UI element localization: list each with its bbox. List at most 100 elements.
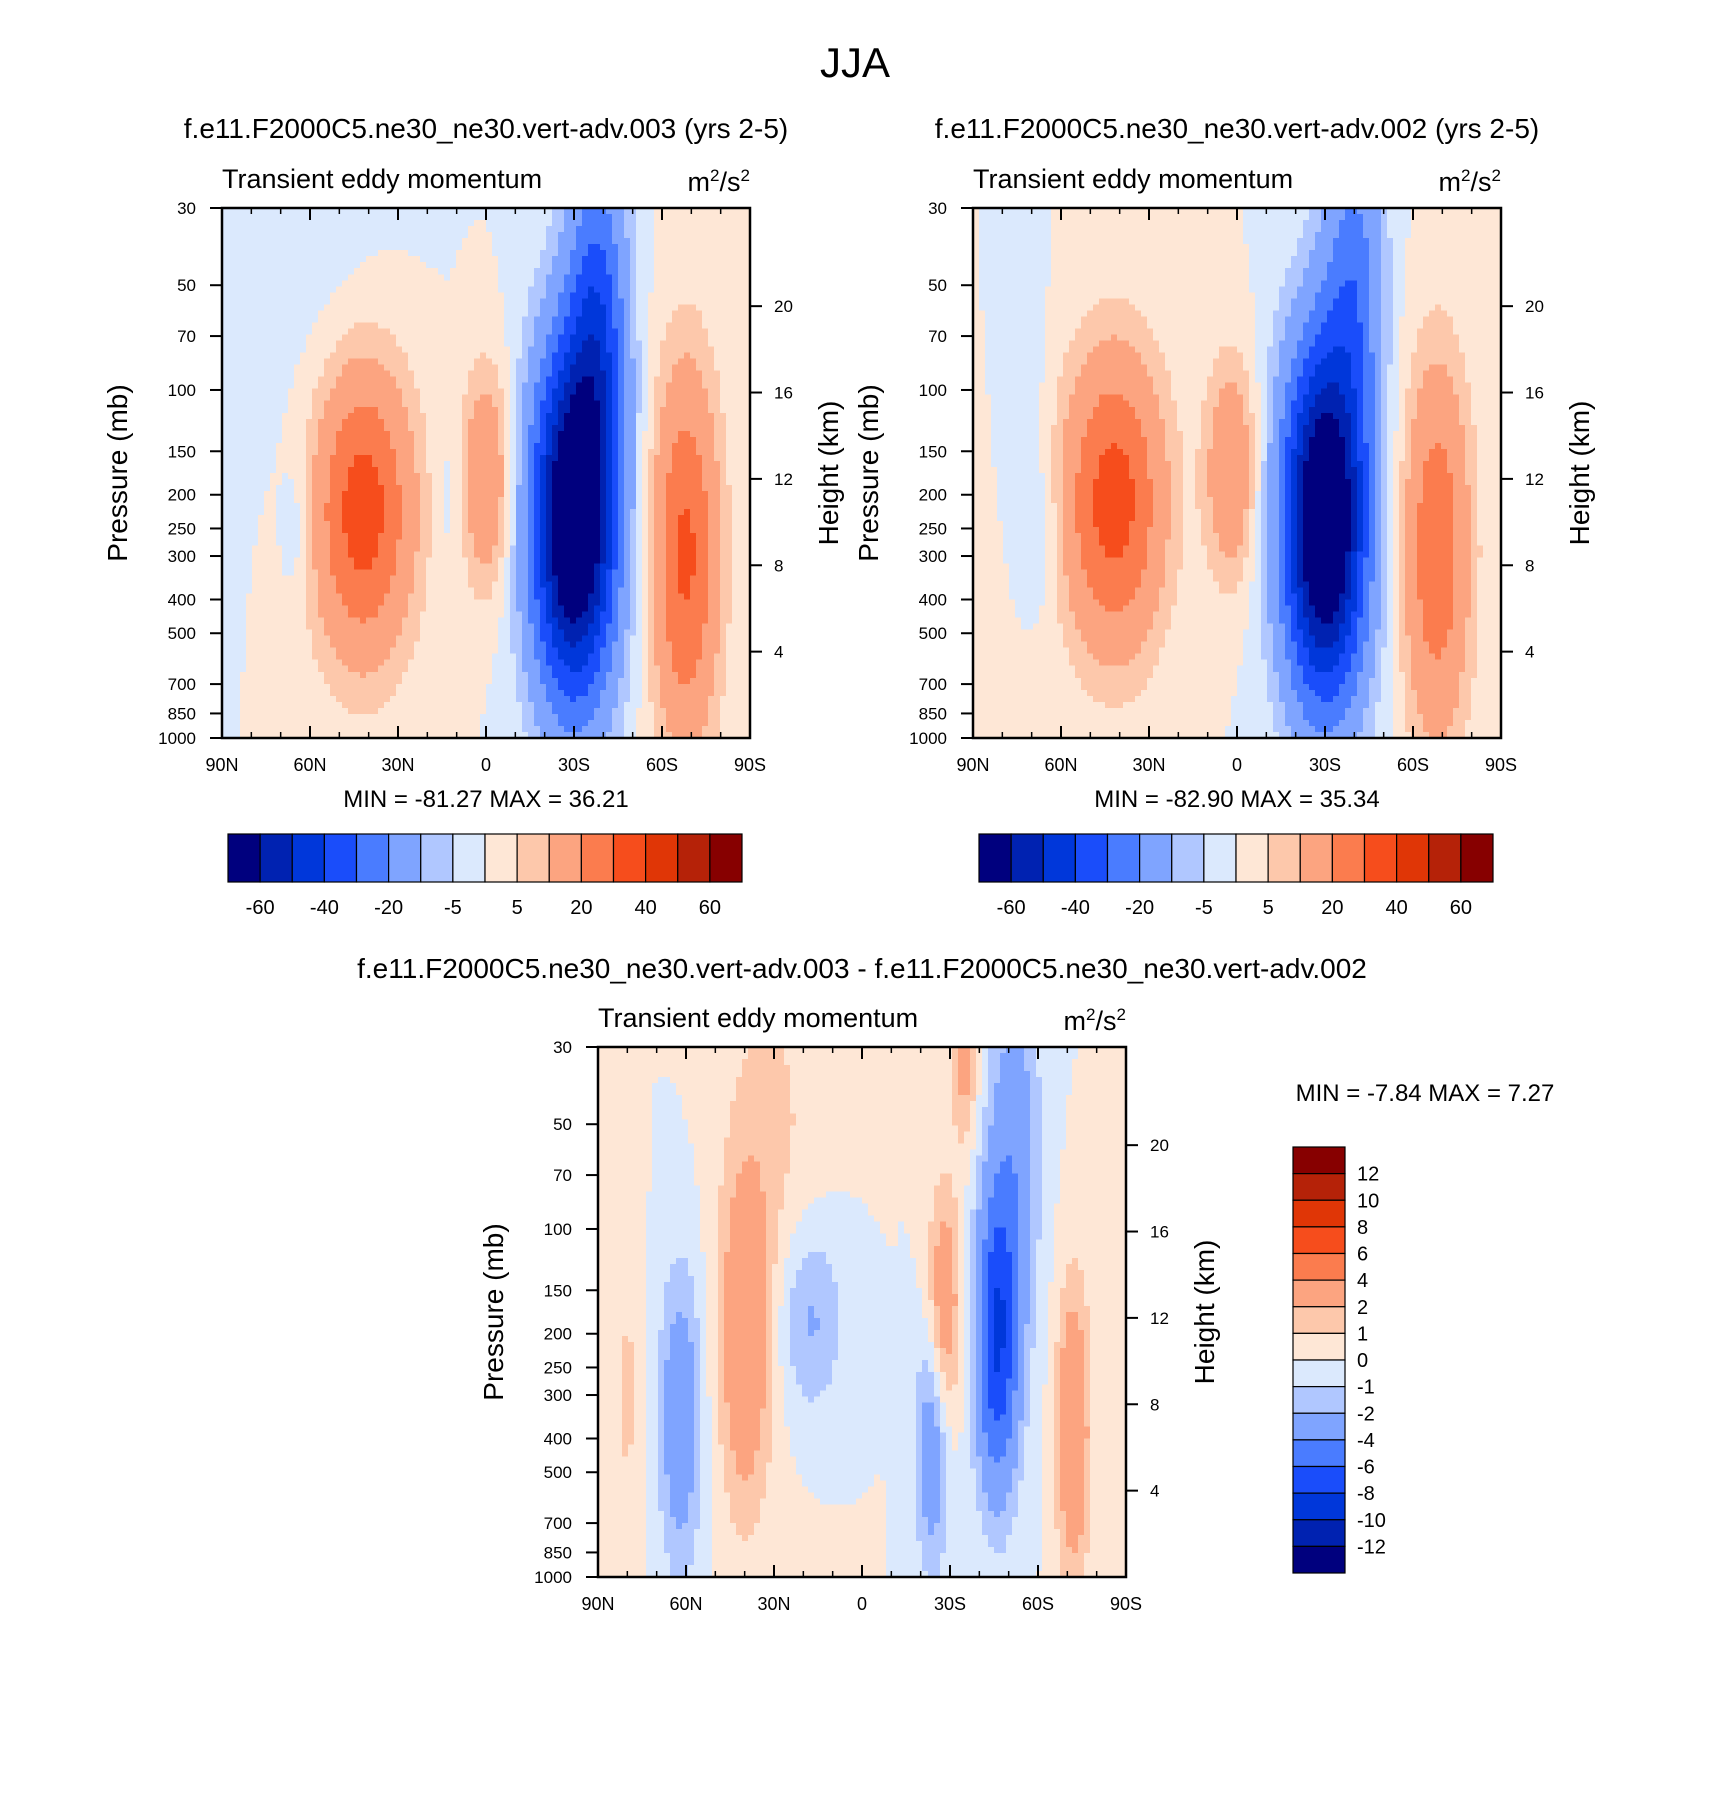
contour-cell <box>558 250 565 257</box>
contour-cell <box>504 232 511 239</box>
contour-cell <box>306 491 313 498</box>
contour-cell <box>336 274 343 281</box>
contour-cell <box>318 334 325 342</box>
contour-cell <box>456 382 463 390</box>
contour-cell <box>642 328 649 336</box>
contour-cell <box>240 454 247 462</box>
contour-cell <box>378 424 385 432</box>
contour-cell <box>378 460 385 468</box>
contour-cell <box>366 460 373 468</box>
contour-cell <box>714 292 721 299</box>
contour-cell <box>342 394 349 402</box>
contour-cell <box>660 382 667 390</box>
contour-cell <box>552 358 559 366</box>
contour-cell <box>696 250 703 257</box>
contour-cell <box>474 527 481 534</box>
contour-cell <box>558 430 565 438</box>
contour-cell <box>744 298 750 305</box>
contour-cell <box>276 208 283 215</box>
contour-cell <box>720 268 727 275</box>
contour-cell <box>552 509 559 516</box>
contour-cell <box>600 358 607 366</box>
contour-cell <box>330 268 337 275</box>
contour-cell <box>468 352 475 360</box>
contour-cell <box>360 214 367 221</box>
contour-cell <box>648 340 655 348</box>
contour-cell <box>480 298 487 305</box>
contour-cell <box>456 208 463 215</box>
contour-cell <box>348 208 355 215</box>
contour-cell <box>426 262 433 269</box>
contour-cell <box>690 268 697 275</box>
contour-cell <box>720 418 727 426</box>
contour-cell <box>648 388 655 396</box>
contour-cell <box>510 424 517 432</box>
contour-cell <box>324 256 331 263</box>
contour-cell <box>540 340 547 348</box>
contour-cell <box>402 424 409 432</box>
contour-cell <box>480 274 487 281</box>
contour-cell <box>402 527 409 534</box>
contour-cell <box>738 352 745 360</box>
contour-cell <box>570 226 577 233</box>
contour-cell <box>600 509 607 516</box>
contour-cell <box>522 448 529 456</box>
contour-cell <box>456 545 463 552</box>
contour-cell <box>456 527 463 534</box>
contour-cell <box>708 509 715 516</box>
contour-cell <box>726 328 733 336</box>
contour-cell <box>660 232 667 239</box>
contour-cell <box>708 539 715 546</box>
contour-cell <box>354 274 361 281</box>
contour-cell <box>654 304 661 311</box>
contour-cell <box>492 334 499 342</box>
contour-cell <box>720 400 727 408</box>
contour-cell <box>420 442 427 450</box>
contour-cell <box>612 509 619 516</box>
contour-cell <box>342 268 349 275</box>
contour-cell <box>462 268 469 275</box>
contour-cell <box>396 424 403 432</box>
contour-cell <box>540 448 547 456</box>
contour-cell <box>438 376 445 384</box>
contour-cell <box>534 274 541 281</box>
contour-cell <box>606 509 613 516</box>
contour-cell <box>354 418 361 426</box>
contour-cell <box>300 448 307 456</box>
contour-cell <box>378 304 385 311</box>
contour-cell <box>672 485 679 492</box>
contour-cell <box>252 412 259 420</box>
contour-cell <box>720 442 727 450</box>
contour-cell <box>354 226 361 233</box>
contour-cell <box>522 298 529 305</box>
contour-cell <box>228 310 235 318</box>
contour-cell <box>222 298 229 305</box>
contour-cell <box>270 382 277 390</box>
contour-cell <box>384 274 391 281</box>
contour-cell <box>690 208 697 215</box>
contour-cell <box>240 280 247 287</box>
contour-cell <box>252 503 259 510</box>
contour-cell <box>732 527 739 534</box>
contour-cell <box>582 533 589 540</box>
contour-cell <box>726 334 733 342</box>
contour-cell <box>450 497 457 504</box>
contour-cell <box>282 268 289 275</box>
contour-cell <box>234 364 241 372</box>
contour-cell <box>636 539 643 546</box>
contour-cell <box>678 220 685 227</box>
contour-cell <box>420 460 427 468</box>
contour-cell <box>234 515 241 522</box>
contour-cell <box>528 274 535 281</box>
contour-cell <box>282 491 289 498</box>
contour-cell <box>372 539 379 546</box>
contour-cell <box>534 382 541 390</box>
contour-cell <box>264 515 271 522</box>
contour-cell <box>738 292 745 299</box>
contour-cell <box>594 208 601 215</box>
contour-cell <box>528 226 535 233</box>
contour-cell <box>426 304 433 311</box>
contour-cell <box>222 479 229 486</box>
contour-cell <box>462 436 469 444</box>
contour-cell <box>366 274 373 281</box>
